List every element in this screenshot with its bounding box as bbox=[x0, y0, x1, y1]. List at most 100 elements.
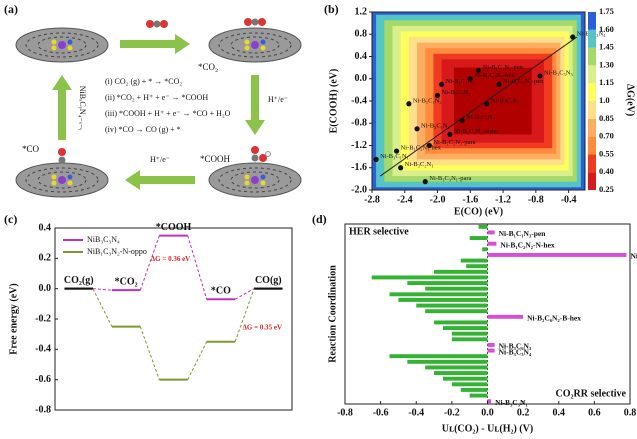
point-label: Ni-B₁C₁N₂-pen bbox=[483, 64, 524, 71]
colorbar-step bbox=[588, 118, 596, 137]
connector bbox=[187, 235, 208, 300]
catalyst-sheet bbox=[208, 162, 302, 198]
connector bbox=[187, 341, 208, 380]
point bbox=[496, 81, 502, 87]
bar bbox=[487, 342, 495, 347]
label: H⁺/e⁻ bbox=[268, 95, 288, 104]
point bbox=[439, 81, 445, 87]
point bbox=[426, 142, 432, 149]
label: *CO bbox=[22, 144, 40, 154]
bar bbox=[425, 286, 488, 291]
bar bbox=[425, 309, 488, 314]
bar bbox=[389, 354, 488, 359]
bar bbox=[460, 387, 488, 392]
bar-label: Ni-B₁C₁N₃-pen bbox=[499, 229, 547, 238]
equation: (iv) *CO → CO (g) + * bbox=[105, 125, 181, 134]
point bbox=[537, 73, 543, 79]
colorbar-tick-label: 0.40 bbox=[599, 166, 614, 176]
point bbox=[484, 101, 490, 107]
colorbar-step bbox=[588, 172, 596, 190]
bar-label: Ni-B₂C₆N₂-B-hex bbox=[527, 314, 581, 323]
bar bbox=[451, 337, 488, 342]
catalyst-sheet bbox=[15, 27, 109, 63]
panel-label: (d) bbox=[312, 212, 327, 226]
point-label: Ni-B₁C₁N₂ bbox=[413, 97, 442, 104]
step-label: CO(g) bbox=[255, 275, 282, 286]
step-label: *CO bbox=[211, 286, 231, 297]
bar bbox=[425, 365, 488, 370]
atom bbox=[251, 154, 259, 162]
point bbox=[467, 76, 473, 82]
colorbar-step bbox=[588, 154, 596, 173]
atom bbox=[258, 18, 266, 26]
point-label: Ni-B₂C₁N₃ bbox=[466, 114, 495, 121]
bar bbox=[487, 252, 627, 257]
colorbar-tick-label: 1.45 bbox=[599, 42, 614, 52]
point bbox=[475, 67, 482, 74]
point-label: Ni-B₁C₃N₃ bbox=[544, 69, 573, 76]
label: *CO₂ bbox=[198, 62, 218, 72]
point bbox=[447, 131, 453, 137]
colorbar-step bbox=[588, 29, 596, 48]
colorbar-tick-label: 1.75 bbox=[599, 6, 614, 16]
x-tick-label: 0.4 bbox=[553, 407, 566, 418]
point bbox=[406, 101, 412, 107]
atom bbox=[153, 20, 161, 28]
atom bbox=[160, 20, 168, 28]
x-tick-label: 0.6 bbox=[588, 407, 601, 418]
atom bbox=[58, 148, 66, 156]
y-tick-label: 0.4 bbox=[39, 222, 52, 233]
point-label: Ni-B₁C₂N₁-hex bbox=[401, 145, 442, 152]
x-tick-label: -0.8 bbox=[528, 194, 544, 205]
step-label: *CO₂ bbox=[115, 276, 138, 287]
label: H⁺/e⁻ bbox=[150, 155, 170, 164]
atom bbox=[259, 154, 267, 162]
colorbar-tick-label: 1.30 bbox=[599, 59, 614, 69]
fit-line bbox=[379, 36, 578, 177]
y-tick-label: -1.2 bbox=[351, 140, 367, 151]
connector bbox=[234, 288, 255, 300]
point-label: Ni-B₂C₁N₂ bbox=[446, 78, 475, 85]
bar bbox=[434, 269, 488, 274]
point bbox=[398, 165, 404, 171]
bar bbox=[469, 236, 488, 241]
note: CO₂RR selective bbox=[556, 388, 627, 399]
point bbox=[414, 126, 420, 132]
colorbar-tick-label: 0.25 bbox=[599, 184, 614, 194]
atom bbox=[265, 151, 271, 157]
x-tick-label: -1.6 bbox=[462, 194, 478, 205]
x-tick-label: -0.8 bbox=[337, 407, 353, 418]
x-tick-label: -2.8 bbox=[364, 194, 380, 205]
point-label: Ni-B₂C₃N₁ bbox=[442, 89, 471, 96]
contour-level bbox=[453, 67, 532, 135]
catalyst-sheet bbox=[15, 162, 109, 198]
label: *COOH bbox=[200, 154, 231, 164]
bar bbox=[442, 376, 488, 381]
point-label: Ni-B₂C₂N₁ bbox=[491, 97, 520, 104]
point-label: Ni-B₂C₂N₂-pen bbox=[503, 78, 544, 85]
bar bbox=[469, 393, 488, 398]
bar bbox=[451, 382, 488, 387]
colorbar-tick-label: 1.0 bbox=[599, 95, 610, 105]
bar bbox=[478, 224, 488, 229]
colorbar-step bbox=[588, 12, 596, 30]
bar bbox=[487, 241, 497, 246]
bar-label: Ni-B₁C₂N₂-N-hex bbox=[500, 240, 554, 249]
panel-label: (c) bbox=[4, 212, 17, 226]
step-label: CO₂(g) bbox=[64, 275, 94, 286]
bar-label: Ni-B₃C₃N₄ bbox=[499, 347, 532, 356]
colorbar-tick-label: 1.15 bbox=[599, 77, 614, 87]
atom bbox=[146, 20, 154, 28]
connector bbox=[92, 288, 113, 327]
panel-label: (a) bbox=[4, 2, 18, 16]
bar bbox=[487, 348, 495, 353]
y-tick-label: -0.4 bbox=[351, 95, 367, 106]
colorbar-label: ΔG(eV) bbox=[625, 84, 636, 116]
bar bbox=[487, 399, 492, 404]
point bbox=[393, 148, 400, 154]
x-tick-label: -0.4 bbox=[561, 194, 577, 205]
legend-label: NiB₃C₃N₄ bbox=[87, 235, 120, 244]
y-tick-label: 0.0 bbox=[39, 283, 52, 294]
step-label: *COOH bbox=[156, 222, 192, 233]
connector bbox=[139, 326, 160, 380]
